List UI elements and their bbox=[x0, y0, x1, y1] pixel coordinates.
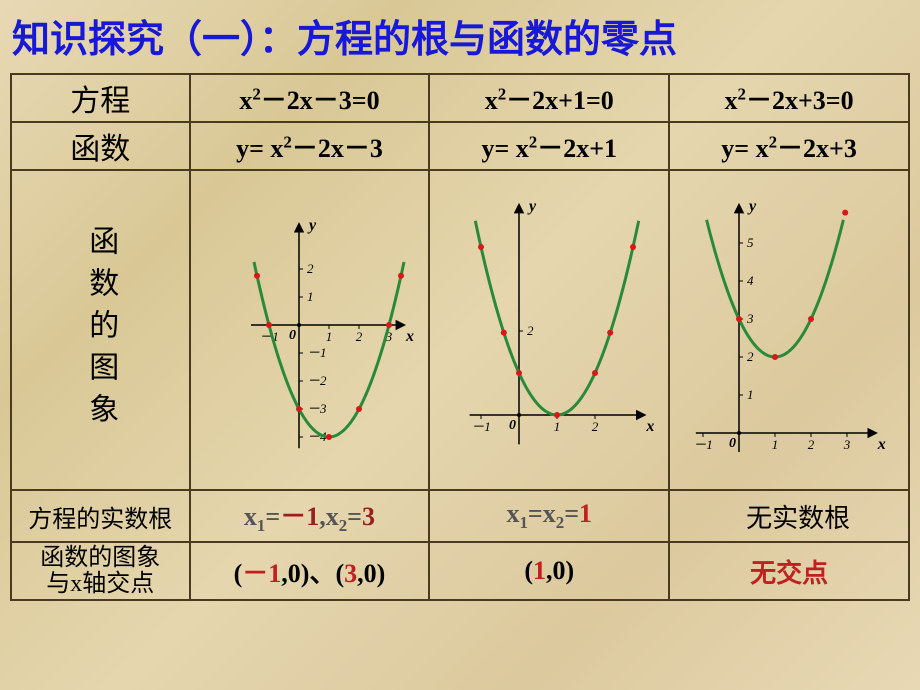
graph-cell-0: －1123－4－3－2－112xy0 bbox=[190, 170, 430, 490]
svg-text:2: 2 bbox=[527, 323, 534, 338]
roots-cell-1: x1=x2=1 bbox=[429, 490, 669, 542]
svg-text:2: 2 bbox=[747, 349, 754, 364]
eq-cell-0: x2－2x－3=0 bbox=[190, 74, 430, 122]
graph-cell-2: －1 1 2 3 1 2 3 4 5 x y 0 bbox=[669, 170, 909, 490]
svg-text:2: 2 bbox=[307, 261, 314, 276]
svg-text:y: y bbox=[747, 198, 757, 215]
label-graph: 函数的图象 bbox=[11, 170, 190, 490]
svg-text:2: 2 bbox=[808, 437, 815, 452]
svg-text:3: 3 bbox=[746, 311, 754, 326]
svg-text:0: 0 bbox=[729, 436, 736, 451]
svg-text:－1: －1 bbox=[693, 437, 713, 452]
svg-text:x: x bbox=[405, 328, 414, 345]
svg-text:1: 1 bbox=[307, 289, 314, 304]
svg-text:－3: －3 bbox=[307, 401, 327, 416]
eq-cell-2: x2－2x+3=0 bbox=[669, 74, 909, 122]
page-title: 知识探究（一）：方程的根与函数的零点 bbox=[0, 0, 920, 73]
eq-cell-1: x2－2x+1=0 bbox=[429, 74, 669, 122]
svg-text:y: y bbox=[307, 217, 317, 234]
svg-text:1: 1 bbox=[747, 387, 754, 402]
svg-text:1: 1 bbox=[554, 419, 561, 434]
svg-text:y: y bbox=[527, 198, 537, 215]
svg-text:0: 0 bbox=[509, 418, 516, 433]
svg-text:2: 2 bbox=[592, 419, 599, 434]
fn-cell-0: y= x2－2x－3 bbox=[190, 122, 430, 170]
fn-cell-2: y= x2－2x+3 bbox=[669, 122, 909, 170]
svg-text:－1: －1 bbox=[471, 419, 491, 434]
svg-text:0: 0 bbox=[289, 328, 296, 343]
label-roots: 方程的实数根 bbox=[11, 490, 190, 542]
roots-cell-0: x1=－1,x2=3 bbox=[190, 490, 430, 542]
inter-cell-2: 无交点 bbox=[669, 542, 909, 600]
svg-text:4: 4 bbox=[747, 273, 754, 288]
svg-text:x: x bbox=[877, 436, 886, 453]
graph-cell-1: －1 1 2 2 x y 0 bbox=[429, 170, 669, 490]
svg-text:1: 1 bbox=[772, 437, 779, 452]
label-function: 函数 bbox=[11, 122, 190, 170]
svg-text:2: 2 bbox=[356, 329, 363, 344]
label-intersect: 函数的图象 与x轴交点 bbox=[11, 542, 190, 600]
svg-text:x: x bbox=[646, 418, 655, 435]
roots-cell-2: 无实数根 bbox=[669, 490, 909, 542]
svg-text:－2: －2 bbox=[307, 373, 327, 388]
inter-cell-1: (1,0) bbox=[429, 542, 669, 600]
svg-text:－1: －1 bbox=[307, 345, 327, 360]
svg-text:5: 5 bbox=[747, 235, 754, 250]
svg-text:－1: －1 bbox=[260, 329, 280, 344]
inter-cell-0: (－1,0)、(3,0) bbox=[190, 542, 430, 600]
label-equation: 方程 bbox=[11, 74, 190, 122]
main-table: 方程 x2－2x－3=0 x2－2x+1=0 x2－2x+3=0 函数 y= x… bbox=[10, 73, 910, 601]
svg-text:3: 3 bbox=[843, 437, 851, 452]
fn-cell-1: y= x2－2x+1 bbox=[429, 122, 669, 170]
svg-text:1: 1 bbox=[326, 329, 333, 344]
